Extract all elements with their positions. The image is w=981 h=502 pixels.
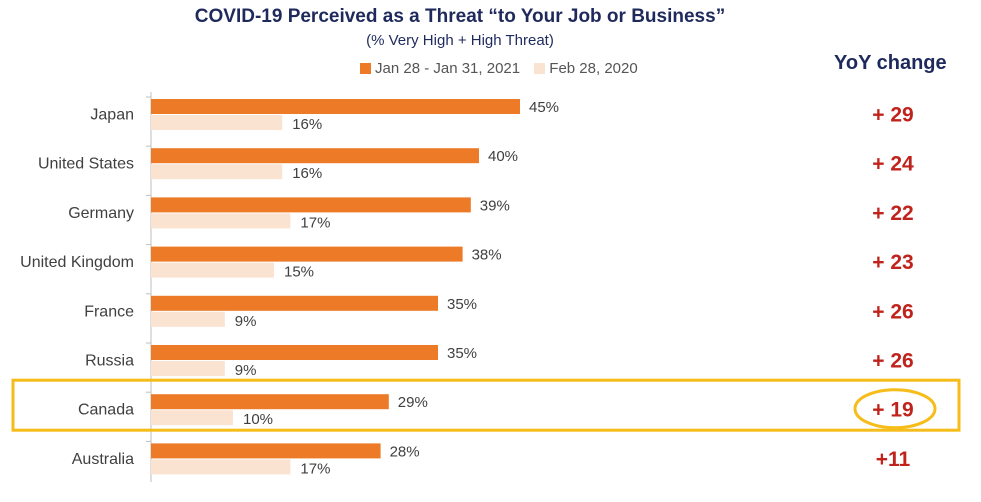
value-label-2020-russia: 9% xyxy=(235,362,257,379)
value-label-2020-canada: 10% xyxy=(243,411,273,428)
category-label-canada: Canada xyxy=(78,402,134,419)
value-label-2020-australia: 17% xyxy=(300,460,330,477)
value-label-2021-united-kingdom: 38% xyxy=(472,247,502,264)
value-label-2021-australia: 28% xyxy=(390,443,420,460)
category-label-russia: Russia xyxy=(85,353,134,370)
chart-subtitle: (% Very High + High Threat) xyxy=(366,32,554,49)
value-label-2021-france: 35% xyxy=(447,296,477,313)
value-label-2021-russia: 35% xyxy=(447,345,477,362)
yoy-change-united-kingdom: + 23 xyxy=(872,251,913,274)
category-label-germany: Germany xyxy=(68,205,134,222)
value-label-2020-japan: 16% xyxy=(292,116,322,133)
legend-label-2021: Jan 28 - Jan 31, 2021 xyxy=(375,60,521,77)
yoy-change-australia: +11 xyxy=(876,448,911,471)
yoy-change-germany: + 22 xyxy=(872,202,913,225)
value-label-2021-united-states: 40% xyxy=(488,148,518,165)
chart-title: COVID-19 Perceived as a Threat “to Your … xyxy=(194,6,726,27)
highlight-box xyxy=(11,378,961,432)
bar-2021-russia xyxy=(151,345,438,360)
bar-2021-japan xyxy=(151,99,520,114)
bar-2021-france xyxy=(151,295,438,311)
bar-2021-germany xyxy=(151,197,471,213)
bar-2020-japan xyxy=(151,115,283,130)
legend-label-2020: Feb 28, 2020 xyxy=(549,60,638,77)
bar-2020-united-states xyxy=(151,164,283,180)
bar-2020-canada xyxy=(151,410,233,426)
yoy-change-united-states: + 24 xyxy=(872,153,914,176)
yoy-header: YoY change xyxy=(834,52,947,74)
legend-item-2020: Feb 28, 2020 xyxy=(534,60,638,77)
bar-2021-canada xyxy=(151,394,389,410)
category-label-united-kingdom: United Kingdom xyxy=(20,254,134,271)
bar-2020-united-kingdom xyxy=(151,262,274,278)
category-label-france: France xyxy=(84,303,134,320)
yoy-change-canada: + 19 xyxy=(872,399,913,422)
bar-2020-germany xyxy=(151,213,291,229)
yoy-change-france: + 26 xyxy=(872,300,913,323)
legend-swatch-2020 xyxy=(534,63,546,74)
value-label-2020-united-states: 16% xyxy=(292,165,322,182)
category-label-australia: Australia xyxy=(72,451,134,468)
bar-2021-united-kingdom xyxy=(151,246,463,262)
value-label-2021-germany: 39% xyxy=(480,197,510,214)
yoy-change-japan: + 29 xyxy=(872,104,913,127)
value-label-2020-united-kingdom: 15% xyxy=(284,264,314,281)
legend-swatch-2021 xyxy=(360,63,371,74)
bar-2021-australia xyxy=(151,443,381,459)
bar-2020-russia xyxy=(151,361,225,376)
highlight-ellipse xyxy=(853,388,937,430)
bar-2020-australia xyxy=(151,459,291,475)
legend-item-2021: Jan 28 - Jan 31, 2021 xyxy=(360,60,524,77)
value-label-2021-japan: 45% xyxy=(529,99,559,116)
category-label-united-states: United States xyxy=(38,156,134,173)
value-label-2020-germany: 17% xyxy=(300,214,330,231)
bar-2020-france xyxy=(151,311,225,327)
legend: Jan 28 - Jan 31, 2021 Feb 28, 2020 xyxy=(360,60,648,77)
yoy-change-russia: + 26 xyxy=(872,350,913,373)
category-label-japan: Japan xyxy=(90,107,134,124)
bar-2021-united-states xyxy=(151,148,479,164)
value-label-2021-canada: 29% xyxy=(398,394,428,411)
value-label-2020-france: 9% xyxy=(235,313,257,330)
